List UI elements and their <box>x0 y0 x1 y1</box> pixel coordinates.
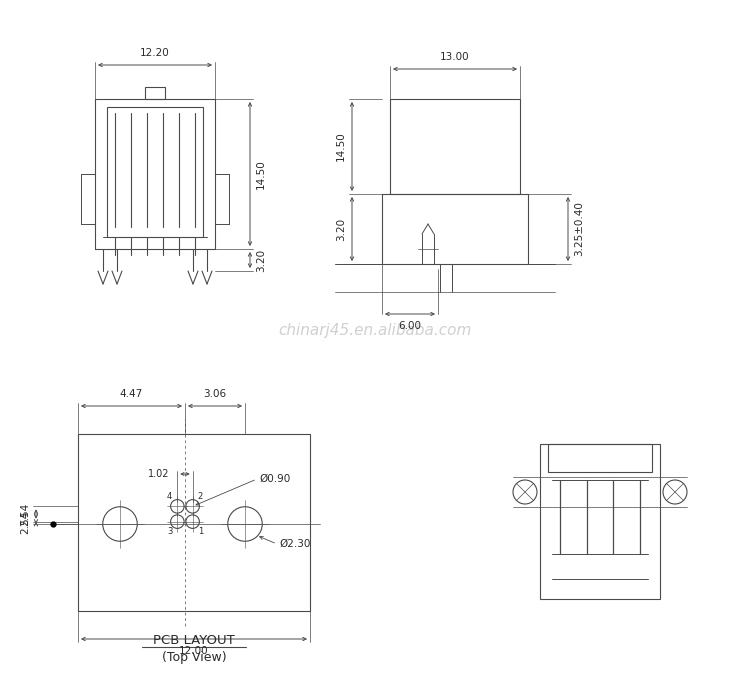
Text: 13.00: 13.00 <box>440 52 470 62</box>
Text: 12.20: 12.20 <box>140 48 170 58</box>
Text: PCB LAYOUT: PCB LAYOUT <box>153 633 235 647</box>
Text: 4: 4 <box>167 492 172 501</box>
Text: 14.50: 14.50 <box>256 159 266 189</box>
Text: 3.20: 3.20 <box>336 217 346 240</box>
Text: 2.54: 2.54 <box>20 511 30 535</box>
Bar <box>95 99 215 249</box>
Text: 12.00: 12.00 <box>179 646 209 656</box>
Text: 4.47: 4.47 <box>120 389 143 399</box>
Text: 3: 3 <box>167 526 172 535</box>
Bar <box>145 87 165 99</box>
Text: 1.02: 1.02 <box>148 469 170 479</box>
Bar <box>78 434 310 611</box>
Text: 3.20: 3.20 <box>256 248 266 272</box>
Bar <box>382 194 528 264</box>
Bar <box>540 444 660 599</box>
Text: Ø2.30: Ø2.30 <box>279 539 310 549</box>
Text: 2: 2 <box>198 492 203 501</box>
Text: 6.00: 6.00 <box>398 321 422 331</box>
Text: 2.54: 2.54 <box>20 503 30 526</box>
Bar <box>548 444 652 472</box>
Text: 1: 1 <box>198 526 203 535</box>
Text: 14.50: 14.50 <box>336 131 346 161</box>
Bar <box>107 107 203 237</box>
Text: chinarj45.en.alibaba.com: chinarj45.en.alibaba.com <box>278 324 472 338</box>
Text: 3.25±0.40: 3.25±0.40 <box>574 201 584 257</box>
Text: Ø0.90: Ø0.90 <box>259 474 290 484</box>
Text: (Top View): (Top View) <box>162 651 226 665</box>
Bar <box>390 99 520 194</box>
Text: 3.06: 3.06 <box>203 389 226 399</box>
